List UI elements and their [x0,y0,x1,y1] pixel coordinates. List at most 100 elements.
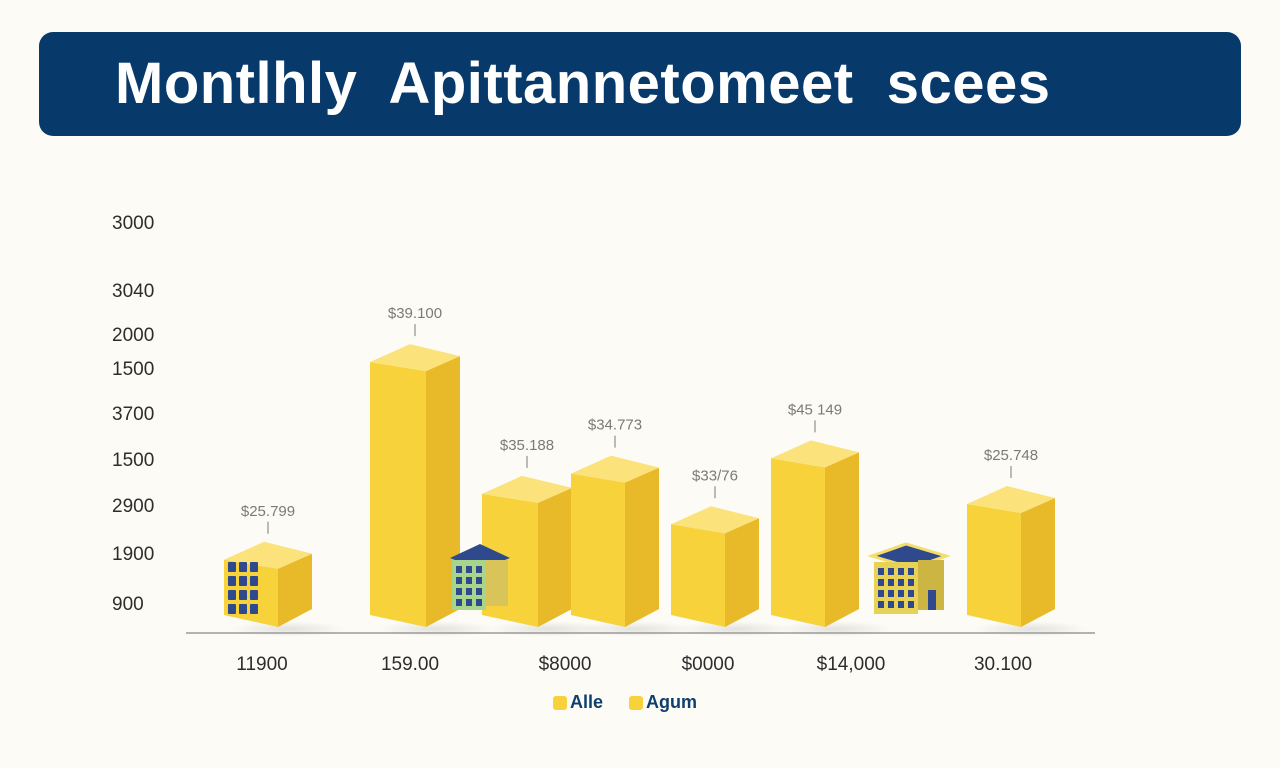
y-tick-label: 2000 [112,325,154,346]
bar-side [725,518,759,627]
bar-side [538,487,572,627]
bar-front [671,524,725,627]
window [228,604,236,614]
bar-side [825,452,859,627]
window [250,562,258,572]
window [228,590,236,600]
window [239,590,247,600]
window [456,577,462,584]
window [228,576,236,586]
window [466,566,472,573]
bar-shadow [678,621,792,637]
y-tick-label: 2900 [112,496,154,517]
x-tick-label: $8000 [539,654,592,675]
data-label: $33/76 [692,467,738,484]
window [878,601,884,608]
window [476,577,482,584]
chart-title: Montlhly Apittannetomeet scees [115,51,1051,116]
bar-shadow [578,621,692,637]
window [456,566,462,573]
bar-top [771,440,859,468]
bar-side [278,553,312,627]
window [888,590,894,597]
window [898,579,904,586]
bar-front [370,362,426,627]
y-tick-label: 900 [112,594,144,615]
x-tick-label: 11900 [236,654,287,675]
bar-top [671,506,759,534]
office-building-icon [228,562,258,614]
legend-label-alle: Alle [569,692,603,712]
bar-front [771,458,825,627]
window [888,601,894,608]
window [476,599,482,606]
window [908,568,914,575]
y-tick-label: 1900 [112,544,154,565]
window [908,579,914,586]
bar-top [370,344,460,372]
window [898,601,904,608]
legend-item-alle[interactable]: Alle [552,692,603,713]
window [898,590,904,597]
legend-item-agum[interactable]: Agum [629,692,697,713]
y-tick-label: 3000 [112,213,154,234]
legend-swatch-agum [629,695,643,710]
apartment-building-icon [450,544,510,610]
y-tick-label: 1500 [112,359,154,380]
bar-shadow [974,621,1088,637]
window [908,601,914,608]
window [908,590,914,597]
y-tick-label: 1500 [112,450,154,471]
bar-shadow [778,621,892,637]
window [250,576,258,586]
bar-side [426,356,460,627]
x-tick-label: 159.00 [381,654,439,675]
x-tick-label: $0000 [682,654,735,675]
bar-side [1021,498,1055,627]
data-label: $45 149 [788,401,842,418]
data-label: $39.100 [388,305,442,322]
bar-shadow [231,621,345,637]
window [476,566,482,573]
window [456,588,462,595]
bar-side [625,467,659,627]
window [239,562,247,572]
window [878,568,884,575]
y-tick-label: 3040 [112,281,154,302]
building-icons [228,542,951,614]
window [466,588,472,595]
x-tick-label: 30.100 [974,654,1032,675]
window [476,588,482,595]
bar-top [571,455,659,483]
window [456,599,462,606]
title-banner: Montlhly Apittannetomeet scees [39,32,1241,136]
data-label: $35.188 [500,437,554,454]
window [878,590,884,597]
x-tick-label: $14,000 [817,654,886,675]
window [888,579,894,586]
legend-label-agum: Agum [646,692,697,712]
legend: Alle Agum [0,692,1250,713]
window [466,599,472,606]
y-tick-label: 3700 [112,404,154,425]
bar-top [482,475,572,503]
window [898,568,904,575]
window [228,562,236,572]
window [466,577,472,584]
window [250,590,258,600]
window [250,604,258,614]
window [239,576,247,586]
bar-shadow [377,621,495,637]
door [928,590,936,610]
data-label: $34.773 [588,417,642,434]
wall-side [486,560,508,606]
y-axis-ticks: 3000 3040 2000 1500 3700 1500 2900 1900 900 [112,213,154,615]
x-axis-ticks: 11900 159.00 $8000 $0000 $14,000 30.100 [236,654,1032,675]
legend-swatch-alle [552,695,567,710]
data-label: $25.748 [984,447,1038,464]
window [888,568,894,575]
window [878,579,884,586]
window [239,604,247,614]
bars: $25.799 $39.100 $35.188 $34.773 $33/76 $45 14… [224,305,1088,637]
